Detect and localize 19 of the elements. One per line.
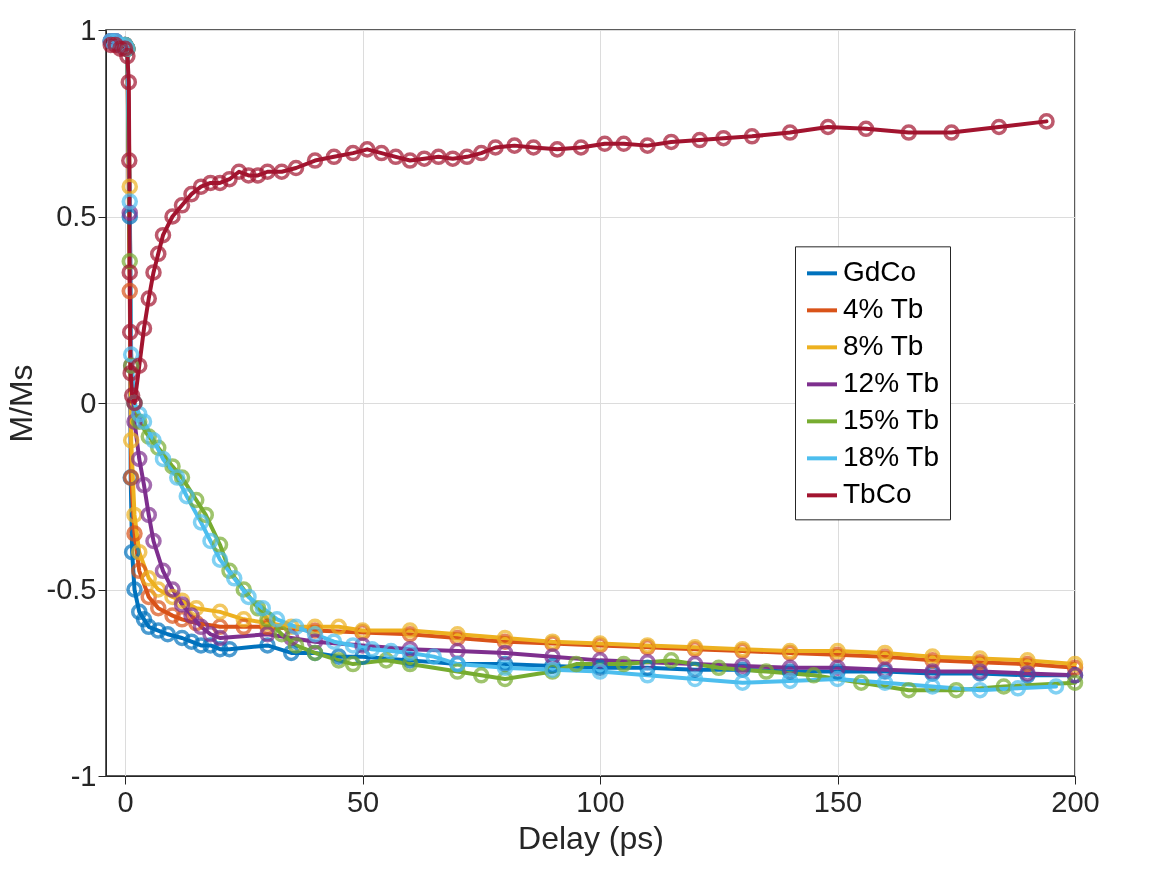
legend-label: 15% Tb (843, 404, 939, 436)
x-tick-label: 0 (117, 785, 134, 818)
y-tick-label: 1 (80, 13, 97, 46)
x-tick-label: 200 (1051, 785, 1100, 818)
y-tick-label: -1 (70, 759, 97, 792)
y-tick-label: -0.5 (46, 573, 97, 605)
legend-label: 12% Tb (843, 367, 939, 399)
x-tick-label: 50 (346, 785, 380, 818)
legend-label: GdCo (843, 256, 917, 288)
legend-label: TbCo (843, 478, 912, 510)
x-tick-label: 150 (813, 785, 863, 818)
legend-label: 18% Tb (843, 441, 939, 473)
x-tick-label: 100 (576, 785, 625, 818)
y-tick-label: 0.5 (56, 200, 97, 232)
y-tick-label: 0 (80, 386, 97, 419)
y-axis-title: M/Ms (2, 364, 39, 443)
legend-label: 8% Tb (843, 330, 924, 362)
x-axis-title: Delay (ps) (518, 819, 664, 856)
legend-label: 4% Tb (843, 293, 924, 325)
